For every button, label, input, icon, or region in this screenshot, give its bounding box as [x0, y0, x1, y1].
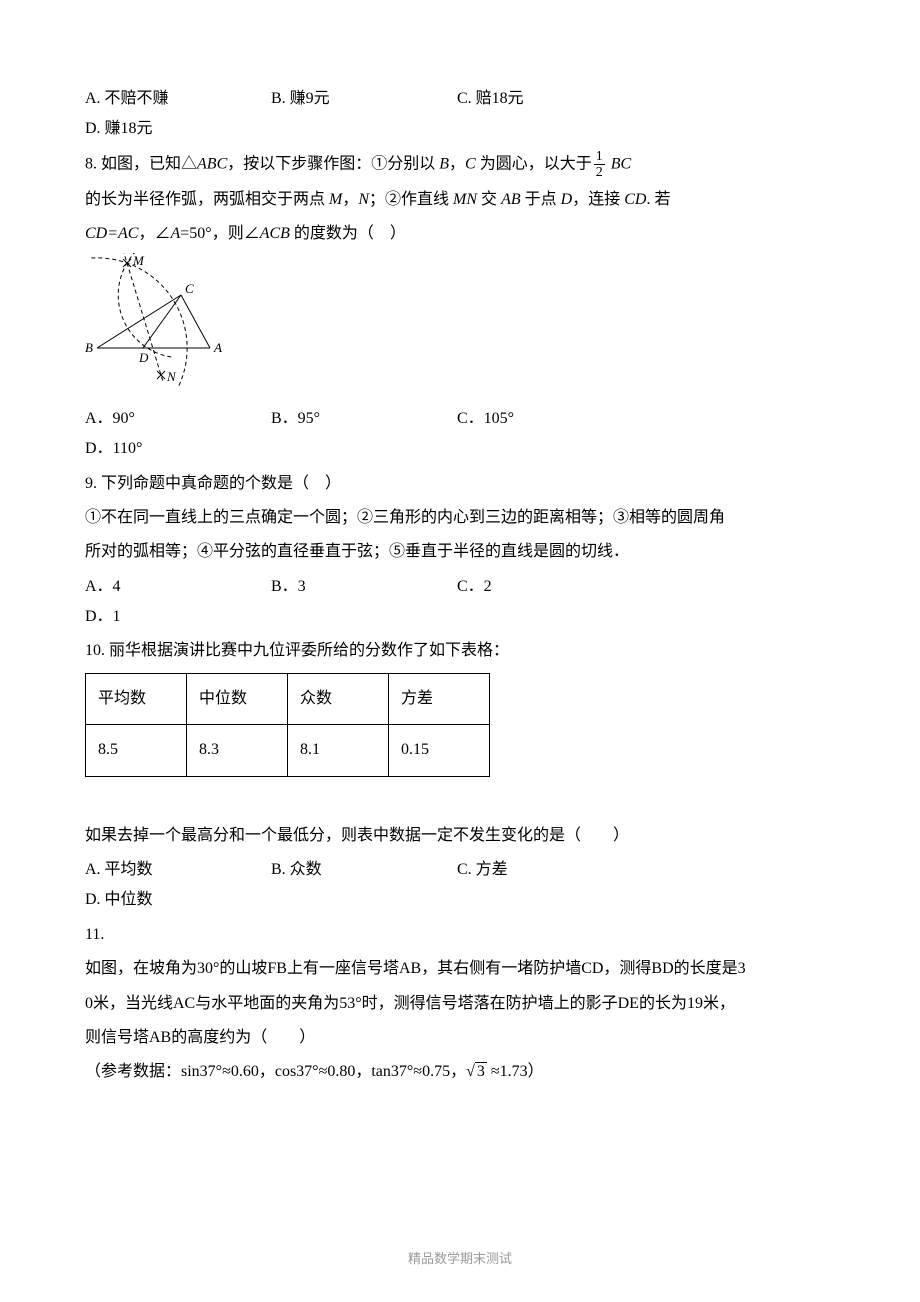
sqrt-icon: √3 — [466, 1057, 487, 1087]
q10-line1: 10. 丽华根据演讲比赛中九位评委所给的分数作了如下表格： — [85, 636, 835, 666]
q10-opt-d: D. 中位数 — [85, 885, 271, 915]
q9-opt-d: D．1 — [85, 602, 271, 632]
table-cell: 方差 — [389, 673, 490, 724]
q8-text: 于点 — [525, 191, 561, 208]
q8-text: ，∠ — [138, 225, 170, 242]
q7-opt-b: B. 赚9元 — [271, 84, 457, 114]
q8-cd: CD — [624, 191, 646, 208]
q9-opt-a: A．4 — [85, 572, 271, 602]
q9-line3: 所对的弧相等；④平分弦的直径垂直于弦；⑤垂直于半径的直线是圆的切线． — [85, 537, 835, 567]
q11-line2: 0米，当光线AC与水平地面的夹角为53°时，测得信号塔落在防护墙上的影子DE的长… — [85, 989, 835, 1019]
q8-b: B — [439, 155, 449, 172]
q8-text: ；②作直线 — [369, 191, 453, 208]
page: A. 不赔不赚 B. 赚9元 C. 赔18元 D. 赚18元 8. 如图，已知△… — [0, 0, 920, 1302]
q10-table: 平均数 中位数 众数 方差 8.5 8.3 8.1 0.15 — [85, 673, 490, 777]
svg-text:M: M — [132, 253, 145, 268]
q8-text: . 若 — [646, 191, 670, 208]
q8-opt-c: C．105° — [457, 404, 657, 434]
q8-figure: B A C D M N — [85, 253, 835, 399]
q8-opt-a: A．90° — [85, 404, 271, 434]
svg-text:D: D — [138, 350, 149, 365]
svg-text:A: A — [213, 340, 222, 355]
q11-line3: 则信号塔AB的高度约为（ ） — [85, 1023, 835, 1053]
q8-text: 的长为半径作弧，两弧相交于两点 — [85, 191, 329, 208]
q8-text: ， — [342, 191, 358, 208]
q9-opt-b: B．3 — [271, 572, 457, 602]
q10-options: A. 平均数 B. 众数 C. 方差 D. 中位数 — [85, 855, 835, 916]
q9-line1: 9. 下列命题中真命题的个数是（ ） — [85, 469, 835, 499]
q8-ab: AB — [501, 191, 525, 208]
q9-options: A．4 B．3 C．2 D．1 — [85, 572, 835, 633]
q9-line2: ①不在同一直线上的三点确定一个圆；②三角形的内心到三边的距离相等；③相等的圆周角 — [85, 503, 835, 533]
table-cell: 众数 — [288, 673, 389, 724]
table-cell: 8.3 — [187, 725, 288, 776]
q8-options: A．90° B．95° C．105° D．110° — [85, 404, 835, 465]
q8-line3: CD=AC，∠A=50°，则∠ACB 的度数为（ ） — [85, 219, 835, 249]
table-cell: 8.1 — [288, 725, 389, 776]
q8-line1: 8. 如图，已知△ABC，按以下步骤作图：①分别以 B，C 为圆心，以大于12 … — [85, 149, 835, 181]
q8-n: N — [358, 191, 369, 208]
q11-text: （参考数据：sin37°≈0.60，cos37°≈0.80，tan37°≈0.7… — [85, 1063, 466, 1080]
q8-m: M — [329, 191, 342, 208]
q7-opt-a: A. 不赔不赚 — [85, 84, 271, 114]
q10-opt-c: C. 方差 — [457, 855, 657, 885]
q8-opt-b: B．95° — [271, 404, 457, 434]
table-row: 平均数 中位数 众数 方差 — [86, 673, 490, 724]
q8-mn: MN — [453, 191, 481, 208]
q8-text: 为圆心，以大于 — [476, 155, 592, 172]
svg-text:N: N — [166, 369, 177, 384]
q8-abc: ABC — [197, 155, 227, 172]
table-cell: 8.5 — [86, 725, 187, 776]
table-cell: 平均数 — [86, 673, 187, 724]
q8-d: D — [561, 191, 573, 208]
q8-text: =50°，则∠ — [180, 225, 259, 242]
q8-a: A — [170, 225, 180, 242]
q8-text: ，连接 — [572, 191, 624, 208]
frac-num: 1 — [594, 149, 605, 165]
q8-text: 交 — [481, 191, 501, 208]
q8-svg: B A C D M N — [85, 253, 230, 388]
q8-acb: ACB — [260, 225, 294, 242]
table-cell: 中位数 — [187, 673, 288, 724]
q11-line0: 11. — [85, 920, 835, 950]
q9-opt-c: C．2 — [457, 572, 657, 602]
page-footer: 精品数学期末测试 — [0, 1247, 920, 1272]
fraction: 12 — [594, 149, 605, 181]
q8-cdac: CD=AC — [85, 225, 138, 242]
q10-opt-b: B. 众数 — [271, 855, 457, 885]
svg-text:B: B — [85, 340, 93, 355]
q7-opt-d: D. 赚18元 — [85, 114, 271, 144]
q8-text: ，按以下步骤作图：①分别以 — [227, 155, 439, 172]
q11-text: ≈1.73） — [487, 1063, 544, 1080]
svg-text:C: C — [185, 281, 194, 296]
sqrt-value: 3 — [475, 1062, 487, 1080]
q10-opt-a: A. 平均数 — [85, 855, 271, 885]
q11-line1: 如图，在坡角为30°的山坡FB上有一座信号塔AB，其右侧有一堵防护墙CD，测得B… — [85, 954, 835, 984]
table-cell: 0.15 — [389, 725, 490, 776]
q8-bc: BC — [607, 155, 631, 172]
q8-line2: 的长为半径作弧，两弧相交于两点 M，N；②作直线 MN 交 AB 于点 D，连接… — [85, 185, 835, 215]
q7-opt-c: C. 赔18元 — [457, 84, 657, 114]
q8-text: 的度数为（ ） — [294, 225, 406, 242]
q7-options: A. 不赔不赚 B. 赚9元 C. 赔18元 D. 赚18元 — [85, 84, 835, 145]
q8-text: 8. 如图，已知△ — [85, 155, 197, 172]
q8-opt-d: D．110° — [85, 434, 271, 464]
frac-den: 2 — [594, 165, 605, 180]
q11-line4: （参考数据：sin37°≈0.60，cos37°≈0.80，tan37°≈0.7… — [85, 1057, 835, 1087]
table-row: 8.5 8.3 8.1 0.15 — [86, 725, 490, 776]
q8-c: C — [465, 155, 476, 172]
q8-text: ， — [449, 155, 465, 172]
q10-line2: 如果去掉一个最高分和一个最低分，则表中数据一定不发生变化的是（ ） — [85, 821, 835, 851]
